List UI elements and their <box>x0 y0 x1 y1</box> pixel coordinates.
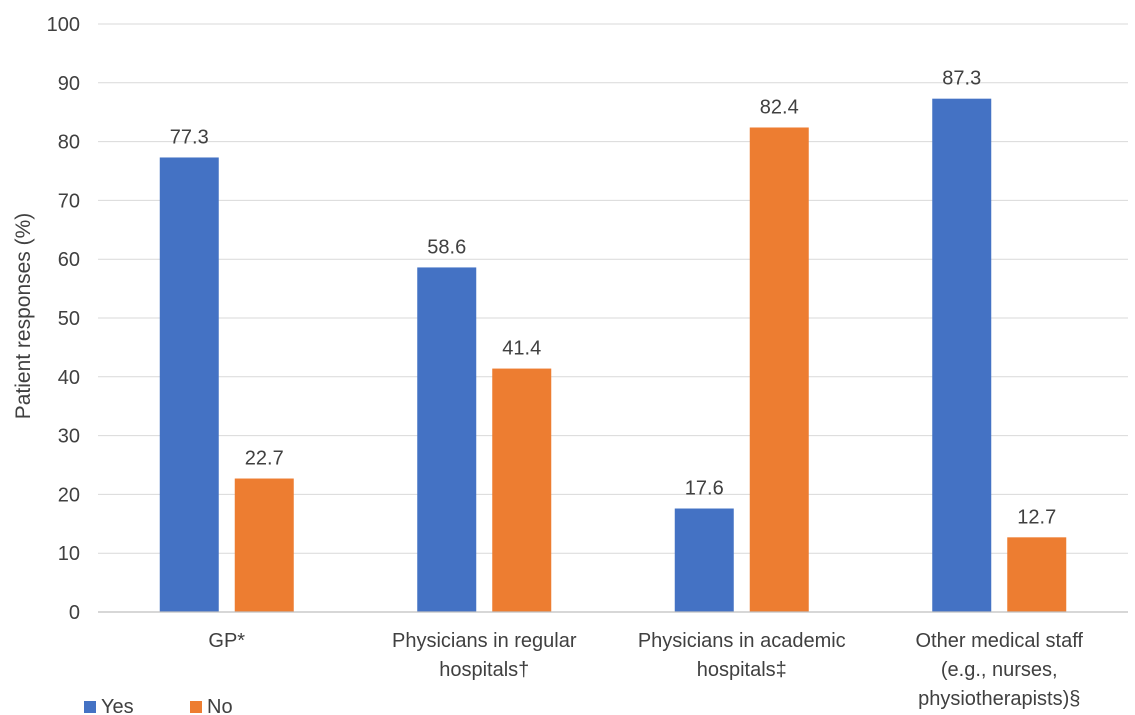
data-label: 17.6 <box>685 478 724 500</box>
category-label: Physicians in regular <box>392 630 577 652</box>
y-tick-label: 80 <box>58 132 80 154</box>
category-label: (e.g., nurses, <box>941 659 1058 681</box>
y-axis-label: Patient responses (%) <box>12 213 35 420</box>
y-tick-label: 60 <box>58 249 80 271</box>
y-tick-label: 70 <box>58 190 80 212</box>
legend: Yes No <box>84 696 233 715</box>
y-tick-label: 10 <box>58 543 80 565</box>
y-tick-label: 90 <box>58 73 80 95</box>
bar-yes <box>932 98 992 612</box>
bar-no <box>234 478 294 612</box>
legend-label-yes: Yes <box>101 696 134 715</box>
y-tick-label: 100 <box>47 14 80 36</box>
bar-no <box>749 127 809 612</box>
category-label: Physicians in academic <box>638 630 846 652</box>
legend-label-no: No <box>207 696 233 715</box>
data-label: 12.7 <box>1017 506 1056 528</box>
y-tick-label: 50 <box>58 308 80 330</box>
data-label: 58.6 <box>427 236 466 258</box>
bar-yes <box>674 508 734 612</box>
data-label: 41.4 <box>502 338 541 360</box>
data-labels: 77.3 58.6 17.6 87.3 22.7 41.4 82.4 12.7 <box>170 68 1056 529</box>
legend-swatch-no <box>190 701 202 713</box>
category-label: Other medical staff <box>916 630 1084 652</box>
bar-yes <box>159 157 219 612</box>
y-tick-label: 0 <box>69 602 80 624</box>
category-label: GP* <box>208 630 245 652</box>
data-label: 77.3 <box>170 126 209 148</box>
category-labels: GP* Physicians in regular hospitals† Physic… <box>208 630 1083 710</box>
data-label: 22.7 <box>245 448 284 470</box>
category-label: hospitals‡ <box>697 659 787 681</box>
category-label: hospitals† <box>439 659 529 681</box>
y-tick-label: 30 <box>58 426 80 448</box>
y-axis-tick-labels: 0 10 20 30 40 50 60 70 80 90 100 <box>47 14 80 624</box>
y-tick-label: 20 <box>58 484 80 506</box>
legend-swatch-yes <box>84 701 96 713</box>
bar-no <box>1007 537 1067 612</box>
category-label: physiotherapists)§ <box>918 688 1080 710</box>
bars <box>159 98 1067 612</box>
bar-no <box>492 368 552 612</box>
data-label: 87.3 <box>942 68 981 90</box>
data-label: 82.4 <box>760 96 799 118</box>
y-tick-label: 40 <box>58 367 80 389</box>
bar-yes <box>417 267 477 612</box>
